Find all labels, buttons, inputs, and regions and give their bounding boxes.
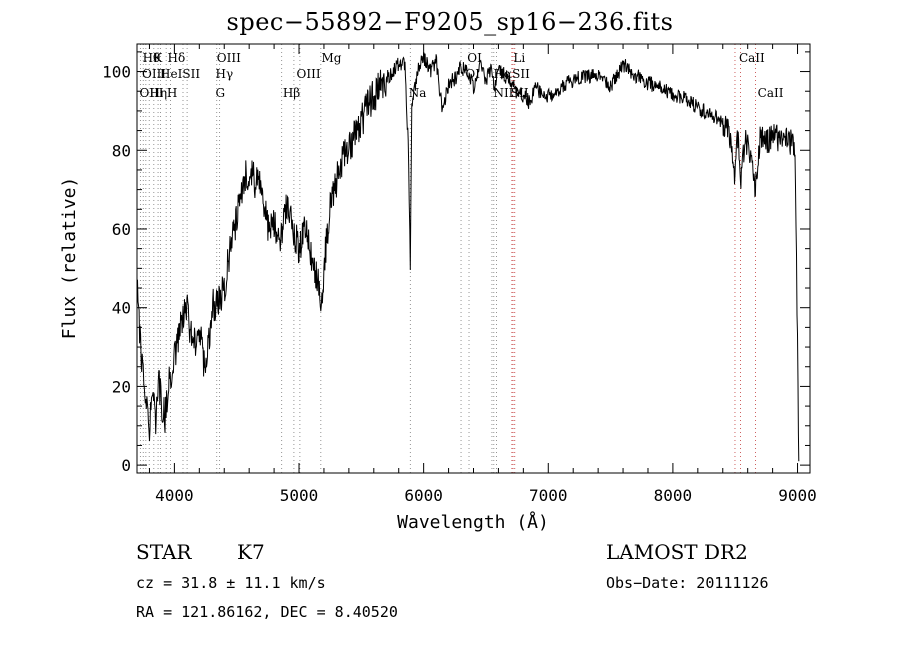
line-label: Mg <box>321 51 341 65</box>
plot-frame <box>136 43 811 474</box>
line-label: Hγ <box>216 67 234 81</box>
x-tick-label: 8000 <box>654 486 693 505</box>
line-label: Hη <box>149 86 167 100</box>
survey-name: LAMOST DR2 <box>606 540 748 564</box>
line-label: K <box>153 51 163 65</box>
line-label: Hβ <box>283 86 300 100</box>
x-tick-label: 4000 <box>155 486 194 505</box>
line-label: H <box>167 86 177 100</box>
chart-title: spec−55892−F9205_sp16−236.fits <box>226 8 674 36</box>
spectral-line-markers <box>139 44 756 473</box>
x-axis-ticks: 4000 5000 6000 7000 8000 9000 <box>148 44 817 505</box>
line-label: CaII <box>739 51 765 65</box>
x-tick-label: 9000 <box>778 486 817 505</box>
line-label: Hθ <box>143 51 161 65</box>
spectrum-line-0 <box>136 52 800 462</box>
x-tick-label: 6000 <box>404 486 443 505</box>
y-tick-label: 100 <box>102 63 131 82</box>
y-axis-ticks: 0 20 40 60 80 100 <box>102 51 810 475</box>
line-label: HeISII <box>160 67 200 81</box>
y-tick-label: 40 <box>112 299 131 318</box>
line-label: G <box>216 86 226 100</box>
line-label: Hα <box>493 67 512 81</box>
x-axis-label: Wavelength (Å) <box>397 511 549 533</box>
coordinates-text: RA = 121.86162, DEC = 8.40520 <box>136 603 398 621</box>
y-tick-label: 0 <box>121 456 131 475</box>
object-class: STAR <box>136 540 192 564</box>
line-label: NII <box>493 86 513 100</box>
line-label: Li <box>513 51 525 65</box>
line-label: OIII <box>139 86 163 100</box>
line-label: OI <box>467 51 482 65</box>
spectrum-series <box>136 52 800 462</box>
line-label: CaII <box>758 86 784 100</box>
line-label: Na <box>409 86 427 100</box>
object-subclass: K7 <box>237 540 265 564</box>
line-label: SII <box>512 67 530 81</box>
line-label: OIII <box>217 51 241 65</box>
line-label: OIII <box>142 67 166 81</box>
line-label: OIII <box>297 67 321 81</box>
line-label: SII <box>511 86 529 100</box>
y-tick-label: 80 <box>112 141 131 160</box>
x-tick-label: 5000 <box>280 486 319 505</box>
line-label: OI <box>465 67 480 81</box>
y-tick-label: 60 <box>112 220 131 239</box>
x-tick-label: 7000 <box>529 486 568 505</box>
obs-date: Obs−Date: 20111126 <box>606 574 769 592</box>
line-label: Hδ <box>168 51 186 65</box>
y-axis-label: Flux (relative) <box>59 177 80 340</box>
redshift-text: cz = 31.8 ± 11.1 km/s <box>136 574 326 592</box>
y-tick-label: 20 <box>112 377 131 396</box>
